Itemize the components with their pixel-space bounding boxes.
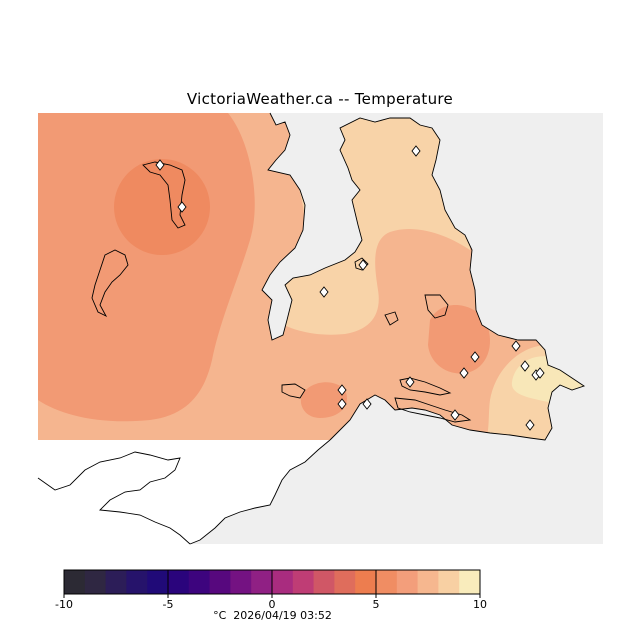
station-1[interactable] xyxy=(155,159,165,171)
station-14[interactable] xyxy=(362,398,372,410)
station-15[interactable] xyxy=(525,419,535,431)
unmapped-region xyxy=(38,440,330,544)
station-11[interactable] xyxy=(535,367,545,379)
station-4[interactable] xyxy=(358,259,368,271)
unit-label: °C xyxy=(213,609,227,622)
station-17[interactable] xyxy=(450,409,460,421)
station-markers xyxy=(155,145,545,431)
station-2[interactable] xyxy=(177,201,187,213)
station-3[interactable] xyxy=(411,145,421,157)
map-title: VictoriaWeather.ca -- Temperature xyxy=(186,90,454,108)
station-6[interactable] xyxy=(470,351,480,363)
station-7[interactable] xyxy=(459,367,469,379)
coastlines xyxy=(37,112,586,545)
legend-caption: °C 2026/04/19 03:52 xyxy=(0,609,545,622)
field-5-6 xyxy=(114,159,210,255)
timestamp-label: 2026/04/19 03:52 xyxy=(233,609,332,622)
station-5[interactable] xyxy=(319,286,329,298)
station-8[interactable] xyxy=(511,340,521,352)
station-12[interactable] xyxy=(337,384,347,396)
field-6-7-south xyxy=(300,382,348,418)
station-16[interactable] xyxy=(405,376,415,388)
station-13[interactable] xyxy=(337,398,347,410)
station-9[interactable] xyxy=(520,360,530,372)
